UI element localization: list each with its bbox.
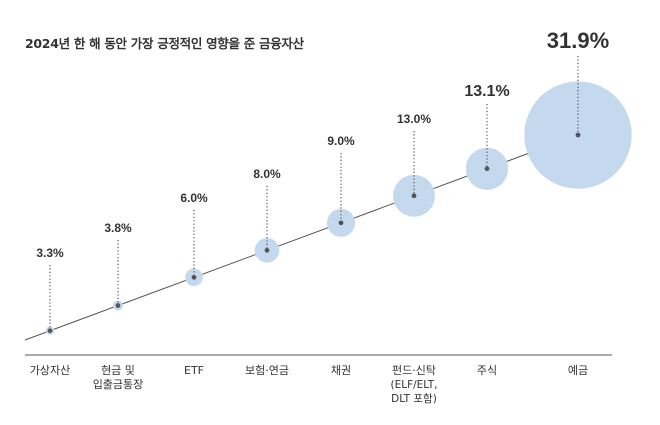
bubble-center-dot [575, 132, 581, 138]
bubble-center-dot [191, 274, 197, 280]
value-label: 9.0% [327, 134, 355, 148]
bubble-center-dot [338, 220, 344, 226]
category-label: ETF [184, 364, 204, 377]
category-label: (ELF/ELT, [391, 379, 438, 391]
category-label: DLT 포함) [391, 393, 437, 405]
bubble-center-dot [411, 193, 417, 199]
value-label: 13.0% [397, 112, 431, 126]
value-label: 3.3% [36, 246, 64, 260]
value-label: 13.1% [464, 83, 509, 100]
category-label: 입출금통장 [93, 378, 144, 391]
value-label: 6.0% [180, 191, 208, 205]
bubble-center-dot [47, 328, 53, 334]
category-label: 주식 [477, 364, 497, 377]
category-label: 예금 [568, 364, 588, 377]
value-label: 8.0% [253, 167, 281, 181]
bubble-center-dot [115, 303, 121, 308]
bubble-center-dot [264, 247, 270, 253]
chart-title: 2024년 한 해 동안 가장 긍정적인 영향을 준 금융자산 [25, 36, 304, 51]
category-label: 가상자산 [30, 364, 70, 377]
category-label: 채권 [331, 364, 351, 377]
value-label: 3.8% [104, 221, 132, 235]
category-label: 현금 및 [101, 364, 135, 377]
value-label: 31.9% [547, 28, 609, 53]
bubble-center-dot [484, 166, 490, 172]
category-label: 보험·연금 [245, 364, 289, 377]
category-label: 펀드·신탁 [392, 364, 436, 377]
